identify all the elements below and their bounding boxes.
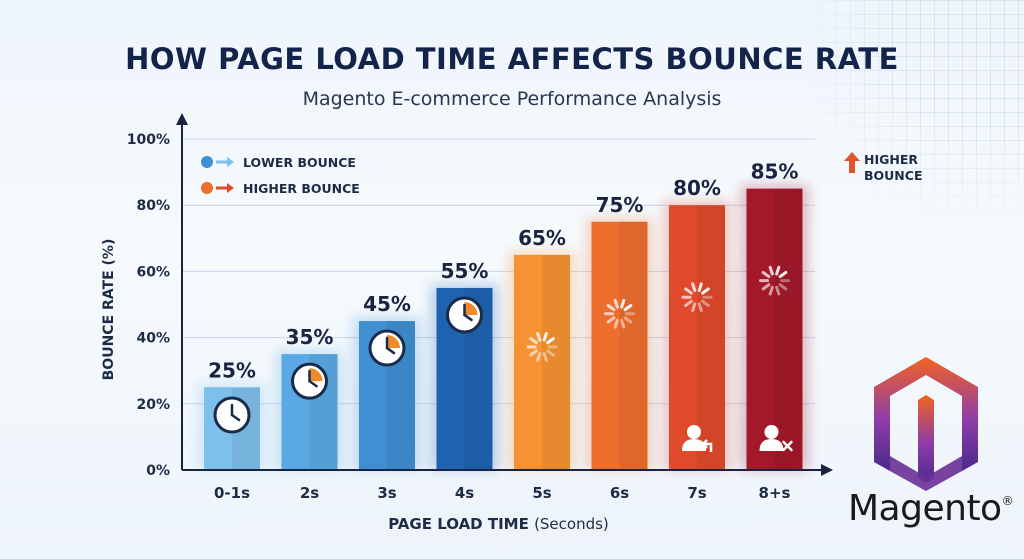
bar — [514, 254, 570, 470]
loading-spinner-icon — [604, 298, 635, 329]
x-tick-label: 4s — [455, 484, 474, 502]
y-axis-arrow — [176, 113, 188, 125]
x-tick-label: 0-1s — [214, 484, 250, 502]
bar-shade — [619, 221, 648, 470]
annotation-line-1: HIGHER — [864, 152, 918, 167]
bar-value-label: 45% — [363, 292, 411, 316]
bar-value-label: 25% — [208, 358, 256, 382]
y-tick-label: 60% — [136, 264, 170, 280]
x-axis-label: PAGE LOAD TIME (Seconds) — [388, 515, 609, 533]
x-tick-label: 7s — [687, 484, 706, 502]
user-removed-icon — [759, 425, 793, 452]
clock-icon — [368, 329, 406, 367]
clock-icon — [291, 362, 328, 400]
clock-icon — [446, 296, 483, 334]
x-tick-label: 2s — [300, 484, 319, 502]
legend-label: LOWER BOUNCE — [243, 155, 356, 170]
magento-logo-icon — [874, 357, 978, 491]
bar-value-label: 75% — [596, 193, 644, 217]
bar-shade — [774, 188, 803, 470]
x-tick-label: 5s — [532, 484, 551, 502]
loading-spinner-icon — [681, 282, 713, 313]
x-axis-arrow — [821, 464, 833, 476]
legend-dot-icon — [201, 182, 213, 194]
y-tick-label: 20% — [136, 397, 170, 413]
brand-name: Magento — [848, 488, 1002, 529]
decorative-grid — [794, 0, 1024, 230]
bar-value-label: 80% — [673, 176, 721, 200]
legend-higher-bounce: HIGHER BOUNCE — [201, 181, 360, 196]
x-tick-label: 3s — [377, 484, 396, 502]
clock-icon — [213, 396, 251, 434]
bar — [746, 188, 803, 470]
trademark-symbol: ® — [1001, 494, 1014, 508]
y-tick-label: 100% — [127, 132, 170, 148]
bar-shade — [697, 205, 725, 470]
x-tick-label: 8+s — [759, 484, 791, 502]
x-axis-label-unit: (Seconds) — [534, 515, 609, 533]
bar-shade — [542, 254, 570, 470]
annotation-line-2: BOUNCE — [864, 168, 922, 183]
x-tick-label: 6s — [610, 484, 629, 502]
up-arrow-icon — [844, 152, 860, 173]
loading-spinner-icon — [526, 332, 558, 362]
bar-value-label: 35% — [286, 325, 334, 349]
loading-spinner-icon — [759, 265, 790, 296]
magento-logo-text: Magento® — [848, 488, 1014, 529]
bar — [591, 221, 648, 470]
y-tick-label: 0% — [146, 463, 170, 479]
bar-value-label: 55% — [441, 259, 489, 283]
y-axis-label: BOUNCE RATE (%) — [101, 239, 117, 381]
y-tick-label: 80% — [136, 198, 170, 214]
chart-title: HOW PAGE LOAD TIME AFFECTS BOUNCE RATE — [125, 42, 899, 76]
x-axis-label-main: PAGE LOAD TIME — [388, 515, 534, 533]
legend-lower-bounce: LOWER BOUNCE — [201, 155, 356, 170]
user-leaving-icon — [682, 425, 713, 452]
bar-value-label: 65% — [518, 226, 566, 250]
legend-label: HIGHER BOUNCE — [243, 181, 360, 196]
chart-subtitle: Magento E-commerce Performance Analysis — [302, 88, 722, 110]
y-tick-label: 40% — [136, 331, 170, 347]
legend-dot-icon — [201, 156, 213, 168]
bar-value-label: 85% — [751, 160, 799, 184]
